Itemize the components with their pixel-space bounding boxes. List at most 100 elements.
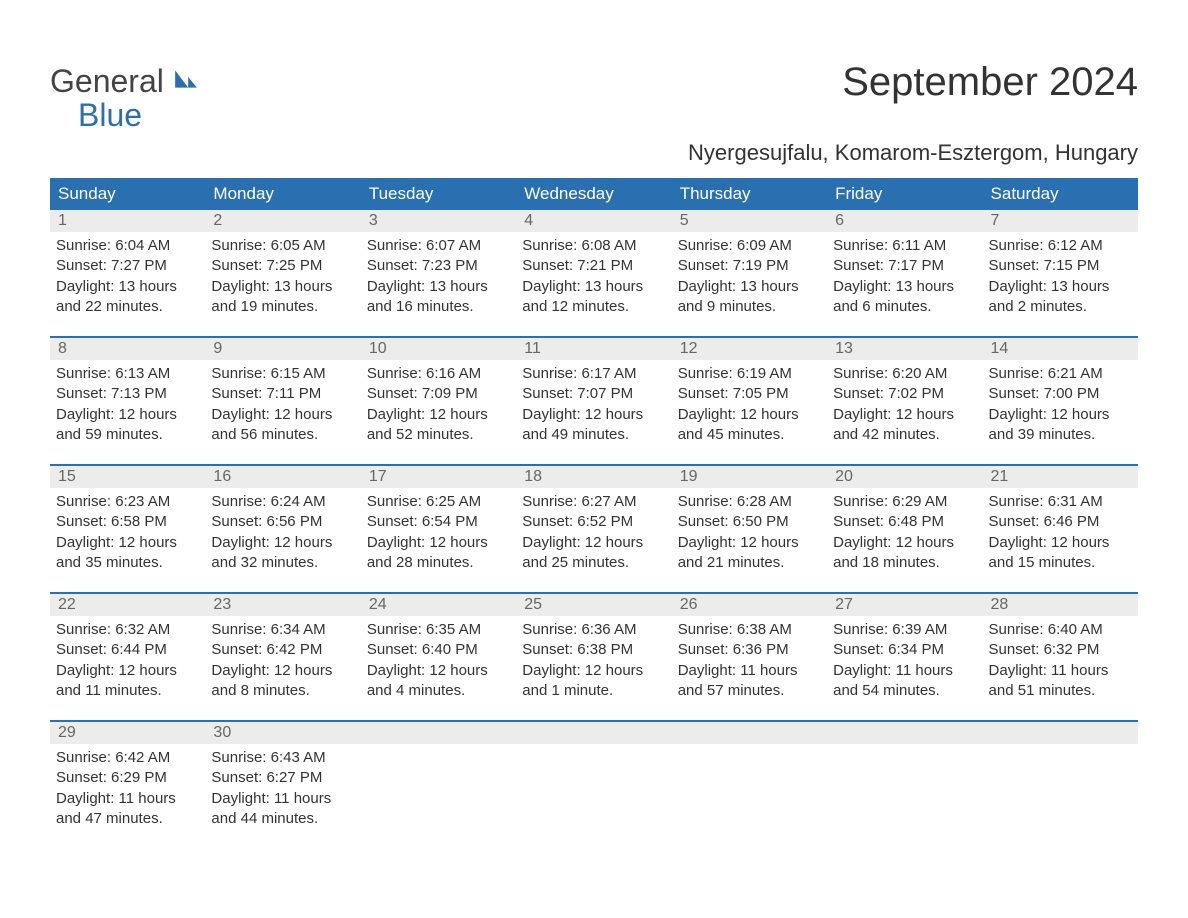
day-number: [361, 722, 516, 744]
day-sunrise: Sunrise: 6:11 AM: [833, 236, 976, 256]
day-sunrise: Sunrise: 6:23 AM: [56, 492, 199, 512]
day-sunset: Sunset: 7:21 PM: [522, 256, 665, 276]
day-d2: and 44 minutes.: [211, 809, 354, 829]
day-number: 27: [827, 594, 982, 616]
calendar-day: 5Sunrise: 6:09 AMSunset: 7:19 PMDaylight…: [672, 210, 827, 328]
calendar-day: 26Sunrise: 6:38 AMSunset: 6:36 PMDayligh…: [672, 594, 827, 712]
weekday-header: Friday: [827, 178, 982, 210]
calendar-day: [516, 722, 671, 840]
weekday-header: Tuesday: [361, 178, 516, 210]
day-d2: and 9 minutes.: [678, 297, 821, 317]
day-d2: and 52 minutes.: [367, 425, 510, 445]
day-sunset: Sunset: 6:54 PM: [367, 512, 510, 532]
day-sunset: Sunset: 7:13 PM: [56, 384, 199, 404]
calendar-day: 11Sunrise: 6:17 AMSunset: 7:07 PMDayligh…: [516, 338, 671, 456]
calendar-week: 22Sunrise: 6:32 AMSunset: 6:44 PMDayligh…: [50, 592, 1138, 712]
day-d1: Daylight: 12 hours: [989, 533, 1132, 553]
day-sunrise: Sunrise: 6:39 AM: [833, 620, 976, 640]
day-body: Sunrise: 6:19 AMSunset: 7:05 PMDaylight:…: [672, 360, 827, 453]
day-sunrise: Sunrise: 6:20 AM: [833, 364, 976, 384]
day-d2: and 11 minutes.: [56, 681, 199, 701]
day-d2: and 39 minutes.: [989, 425, 1132, 445]
calendar-day: 19Sunrise: 6:28 AMSunset: 6:50 PMDayligh…: [672, 466, 827, 584]
day-body: Sunrise: 6:16 AMSunset: 7:09 PMDaylight:…: [361, 360, 516, 453]
day-number: 26: [672, 594, 827, 616]
day-sunset: Sunset: 6:29 PM: [56, 768, 199, 788]
day-number: 5: [672, 210, 827, 232]
weeks-container: 1Sunrise: 6:04 AMSunset: 7:27 PMDaylight…: [50, 210, 1138, 840]
day-sunrise: Sunrise: 6:34 AM: [211, 620, 354, 640]
day-body: Sunrise: 6:05 AMSunset: 7:25 PMDaylight:…: [205, 232, 360, 325]
calendar-day: [983, 722, 1138, 840]
day-d1: Daylight: 13 hours: [56, 277, 199, 297]
day-sunset: Sunset: 7:25 PM: [211, 256, 354, 276]
day-d1: Daylight: 12 hours: [367, 405, 510, 425]
weekday-header-row: Sunday Monday Tuesday Wednesday Thursday…: [50, 178, 1138, 210]
day-number: 24: [361, 594, 516, 616]
day-number: 6: [827, 210, 982, 232]
weekday-header: Saturday: [983, 178, 1138, 210]
day-d1: Daylight: 12 hours: [211, 533, 354, 553]
day-body: Sunrise: 6:31 AMSunset: 6:46 PMDaylight:…: [983, 488, 1138, 581]
day-d2: and 57 minutes.: [678, 681, 821, 701]
day-d2: and 54 minutes.: [833, 681, 976, 701]
day-d1: Daylight: 11 hours: [211, 789, 354, 809]
day-d2: and 21 minutes.: [678, 553, 821, 573]
day-sunrise: Sunrise: 6:32 AM: [56, 620, 199, 640]
day-d2: and 18 minutes.: [833, 553, 976, 573]
calendar-day: 6Sunrise: 6:11 AMSunset: 7:17 PMDaylight…: [827, 210, 982, 328]
day-d2: and 56 minutes.: [211, 425, 354, 445]
day-d2: and 15 minutes.: [989, 553, 1132, 573]
day-d1: Daylight: 12 hours: [211, 405, 354, 425]
day-sunset: Sunset: 7:11 PM: [211, 384, 354, 404]
day-d2: and 51 minutes.: [989, 681, 1132, 701]
day-number: [827, 722, 982, 744]
calendar-day: 23Sunrise: 6:34 AMSunset: 6:42 PMDayligh…: [205, 594, 360, 712]
day-d2: and 35 minutes.: [56, 553, 199, 573]
calendar-day: 8Sunrise: 6:13 AMSunset: 7:13 PMDaylight…: [50, 338, 205, 456]
day-number: 9: [205, 338, 360, 360]
day-d2: and 22 minutes.: [56, 297, 199, 317]
calendar-day: [361, 722, 516, 840]
day-sunrise: Sunrise: 6:19 AM: [678, 364, 821, 384]
day-number: 2: [205, 210, 360, 232]
day-d1: Daylight: 12 hours: [522, 533, 665, 553]
day-sunset: Sunset: 6:32 PM: [989, 640, 1132, 660]
calendar-day: 27Sunrise: 6:39 AMSunset: 6:34 PMDayligh…: [827, 594, 982, 712]
day-sunrise: Sunrise: 6:21 AM: [989, 364, 1132, 384]
day-sunset: Sunset: 6:44 PM: [56, 640, 199, 660]
page-title: September 2024: [842, 60, 1138, 105]
day-sunset: Sunset: 7:00 PM: [989, 384, 1132, 404]
calendar-week: 1Sunrise: 6:04 AMSunset: 7:27 PMDaylight…: [50, 210, 1138, 328]
day-d2: and 6 minutes.: [833, 297, 976, 317]
day-number: 23: [205, 594, 360, 616]
day-number: 13: [827, 338, 982, 360]
day-sunrise: Sunrise: 6:35 AM: [367, 620, 510, 640]
calendar-day: 12Sunrise: 6:19 AMSunset: 7:05 PMDayligh…: [672, 338, 827, 456]
day-sunset: Sunset: 6:46 PM: [989, 512, 1132, 532]
day-body: Sunrise: 6:20 AMSunset: 7:02 PMDaylight:…: [827, 360, 982, 453]
day-d2: and 32 minutes.: [211, 553, 354, 573]
day-sunset: Sunset: 6:58 PM: [56, 512, 199, 532]
day-d1: Daylight: 13 hours: [678, 277, 821, 297]
day-body: Sunrise: 6:07 AMSunset: 7:23 PMDaylight:…: [361, 232, 516, 325]
calendar-day: 22Sunrise: 6:32 AMSunset: 6:44 PMDayligh…: [50, 594, 205, 712]
weekday-header: Thursday: [672, 178, 827, 210]
day-d2: and 19 minutes.: [211, 297, 354, 317]
day-number: 7: [983, 210, 1138, 232]
day-body: Sunrise: 6:32 AMSunset: 6:44 PMDaylight:…: [50, 616, 205, 709]
day-sunrise: Sunrise: 6:43 AM: [211, 748, 354, 768]
day-d1: Daylight: 12 hours: [367, 661, 510, 681]
day-number: 29: [50, 722, 205, 744]
calendar-day: [672, 722, 827, 840]
day-d1: Daylight: 12 hours: [211, 661, 354, 681]
calendar-week: 15Sunrise: 6:23 AMSunset: 6:58 PMDayligh…: [50, 464, 1138, 584]
day-sunset: Sunset: 7:15 PM: [989, 256, 1132, 276]
day-body: Sunrise: 6:40 AMSunset: 6:32 PMDaylight:…: [983, 616, 1138, 709]
day-body: Sunrise: 6:27 AMSunset: 6:52 PMDaylight:…: [516, 488, 671, 581]
day-sunrise: Sunrise: 6:29 AM: [833, 492, 976, 512]
day-d1: Daylight: 11 hours: [833, 661, 976, 681]
day-body: Sunrise: 6:35 AMSunset: 6:40 PMDaylight:…: [361, 616, 516, 709]
day-body: Sunrise: 6:34 AMSunset: 6:42 PMDaylight:…: [205, 616, 360, 709]
day-sunset: Sunset: 6:42 PM: [211, 640, 354, 660]
